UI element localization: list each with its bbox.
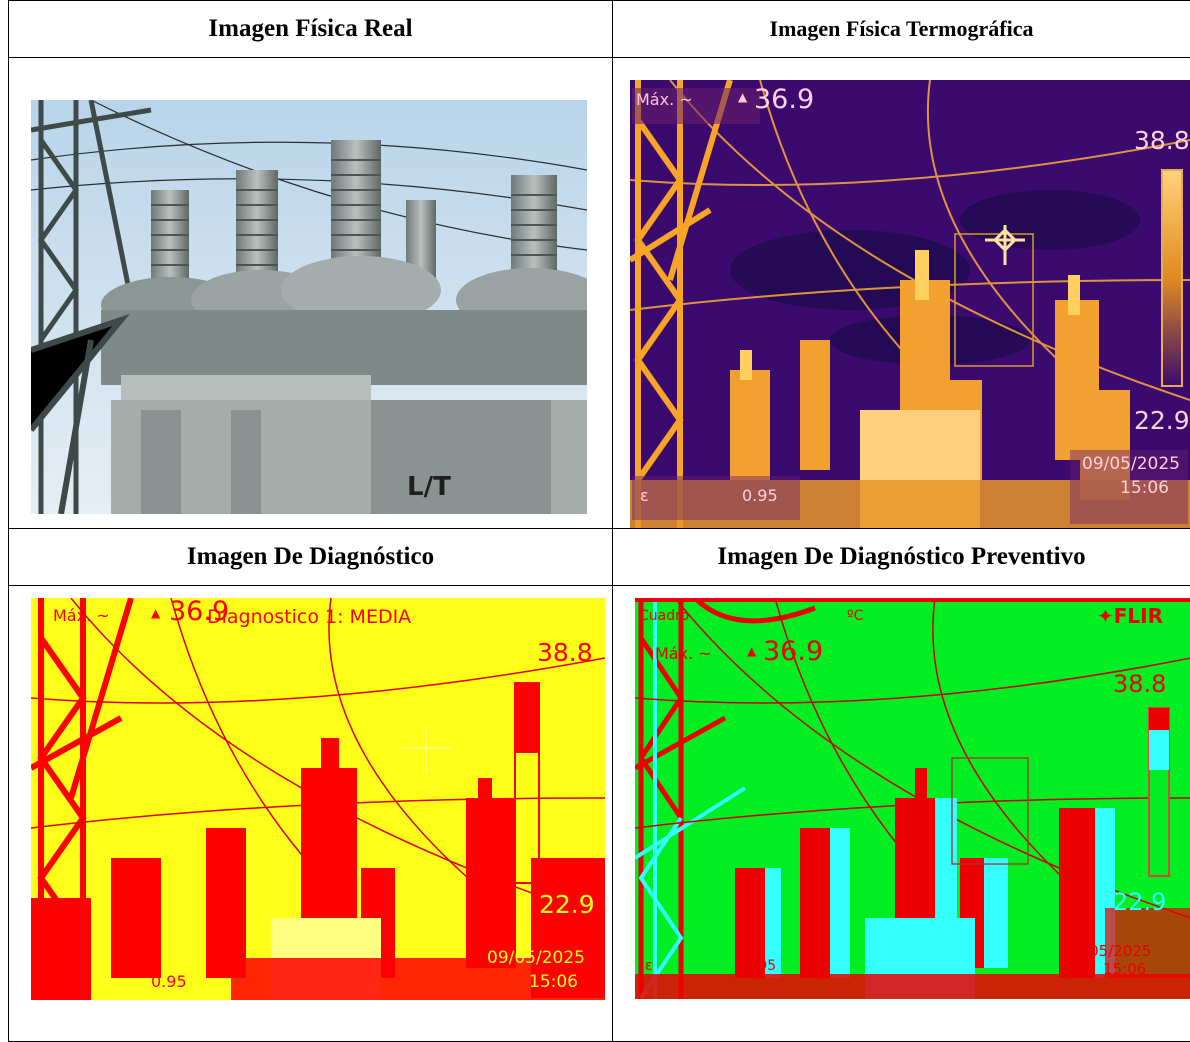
cell-diagnostic-image: Máx. ~ ▲ 36.9 Diagnostico 1: MEDIA 38.8 … bbox=[9, 586, 613, 1042]
diagnostic-title: Diagnostico 1: MEDIA bbox=[207, 606, 411, 628]
scale-high: 38.8 bbox=[1134, 126, 1190, 155]
epsilon-symbol: ε bbox=[47, 972, 56, 991]
thermographic-photo: Máx. ~ ▲ 36.9 38.8 22.9 ε 0.95 09/05/202… bbox=[630, 80, 1190, 528]
epsilon-symbol: ε bbox=[645, 958, 653, 974]
max-marker-icon: ▲ bbox=[151, 606, 160, 620]
header-thermographic-image: Imagen Física Termográfica bbox=[613, 1, 1190, 58]
brand-name: FLIR bbox=[1114, 604, 1163, 628]
max-label: Máx. ~ bbox=[53, 606, 110, 625]
capture-time: 15:06 bbox=[1120, 478, 1169, 498]
temperature-unit: ºC bbox=[847, 608, 863, 624]
scale-high: 38.8 bbox=[537, 638, 593, 667]
comparison-table: Imagen Física Real Imagen Física Termogr… bbox=[8, 0, 1190, 1042]
cell-real-image: L/T bbox=[9, 58, 613, 529]
capture-date: 09/05/2025 bbox=[487, 948, 585, 968]
epsilon-symbol: ε bbox=[640, 486, 649, 505]
capture-time: 15:06 bbox=[529, 972, 578, 992]
cell-thermographic-image: Máx. ~ ▲ 36.9 38.8 22.9 ε 0.95 09/05/202… bbox=[613, 58, 1190, 529]
emissivity-value: 0.95 bbox=[151, 972, 187, 991]
capture-date: 09/05/2025 bbox=[1082, 454, 1180, 474]
max-marker-icon: ▲ bbox=[747, 644, 756, 658]
capture-time: 15:06 bbox=[1103, 960, 1146, 978]
header-diagnostic-image: Imagen De Diagnóstico bbox=[9, 529, 613, 586]
cell-preventive-diagnostic-image: Cuadro ºC ✦FLIR Máx. ~ ▲ 36.9 38.8 22.9 … bbox=[613, 586, 1190, 1042]
header-real-image: Imagen Física Real bbox=[9, 1, 613, 58]
max-label: Máx. ~ bbox=[636, 90, 693, 109]
emissivity-value: 0.95 bbox=[742, 486, 778, 505]
max-label: Máx. ~ bbox=[655, 644, 712, 663]
emissivity-value: 0.95 bbox=[745, 958, 776, 974]
preventive-diagnostic-photo: Cuadro ºC ✦FLIR Máx. ~ ▲ 36.9 38.8 22.9 … bbox=[635, 598, 1190, 999]
header-preventive-diagnostic-image: Imagen De Diagnóstico Preventivo bbox=[613, 529, 1190, 586]
max-marker-icon: ▲ bbox=[738, 90, 747, 104]
diagnostic-photo: Máx. ~ ▲ 36.9 Diagnostico 1: MEDIA 38.8 … bbox=[31, 598, 605, 1000]
display-mode: Cuadro bbox=[639, 608, 689, 624]
scale-low: 22.9 bbox=[1134, 406, 1190, 435]
flir-logo-icon: ✦FLIR bbox=[1097, 604, 1163, 628]
max-value: 36.9 bbox=[754, 84, 814, 115]
scale-high: 38.8 bbox=[1113, 670, 1166, 698]
photo-label: L/T bbox=[407, 472, 451, 502]
real-photo: L/T bbox=[31, 100, 587, 514]
max-value: 36.9 bbox=[763, 636, 823, 667]
scale-low: 22.9 bbox=[539, 890, 595, 919]
capture-date: 09/05/2025 bbox=[1065, 942, 1151, 960]
scale-low: 22.9 bbox=[1113, 888, 1166, 916]
